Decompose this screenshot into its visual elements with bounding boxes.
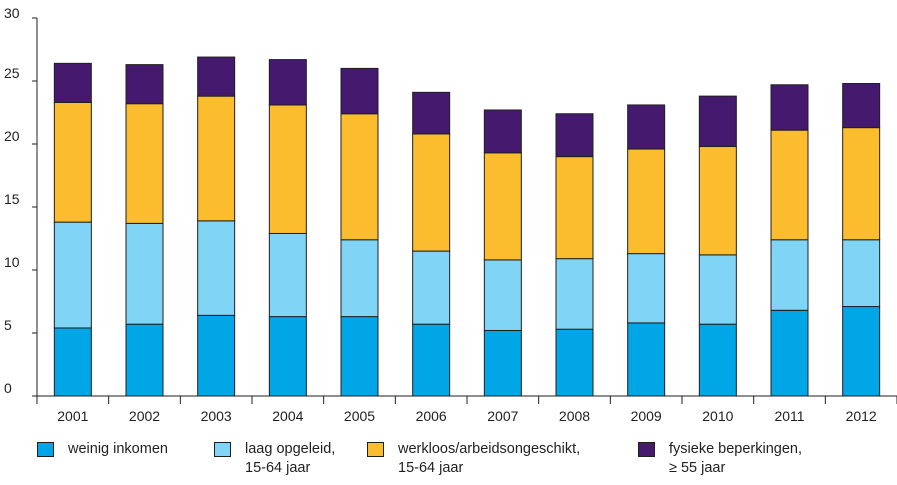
bar-segment-2003-s3: [197, 95, 236, 222]
bar-segment-2008-s4: [555, 113, 594, 158]
bar-segment-2002-s3: [125, 103, 164, 224]
legend-label: laag opgeleid, 15-64 jaar: [245, 440, 335, 478]
bar-segment-2010-s1: [698, 323, 737, 397]
legend-label-line2: ≥ 55 jaar: [669, 460, 726, 476]
legend-swatch-weinig-inkomen: [37, 442, 54, 457]
legend-swatch-fysieke-beperkingen: [638, 442, 655, 457]
bar-segment-2008-s3: [555, 156, 594, 260]
y-tick-label: 25: [4, 65, 20, 81]
bar-segment-2009-s4: [627, 104, 666, 150]
bar-segment-2007-s2: [483, 259, 522, 331]
bar-segment-2001-s4: [53, 62, 92, 103]
bar-stacks: [53, 56, 881, 397]
bar-segment-2007-s3: [483, 152, 522, 261]
x-tick-label: 2007: [487, 408, 518, 424]
bar-segment-2001-s1: [53, 327, 92, 397]
x-tick-label: 2001: [57, 408, 88, 424]
bar-segment-2004-s3: [268, 104, 307, 234]
legend-label-line1: fysieke beperkingen,: [669, 441, 802, 457]
legend-item-werkloos: werkloos/arbeidsongeschikt, 15-64 jaar: [367, 440, 580, 478]
y-axis: 0 5 10 15 20 25 30: [4, 5, 38, 397]
y-tick-label: 10: [4, 254, 20, 270]
bar-segment-2008-s2: [555, 258, 594, 330]
bar-segment-2007-s1: [483, 329, 522, 397]
legend-label-line1: werkloos/arbeidsongeschikt,: [398, 441, 581, 457]
legend-item-laag-opgeleid: laag opgeleid, 15-64 jaar: [214, 440, 335, 478]
y-tick-label: 20: [4, 128, 20, 144]
bar-segment-2003-s2: [197, 220, 236, 316]
bar-segment-2011-s3: [770, 129, 809, 241]
bar-segment-2009-s3: [627, 148, 666, 255]
bar-segment-2010-s2: [698, 254, 737, 325]
x-tick-label: 2008: [559, 408, 590, 424]
x-tick-label: 2012: [846, 408, 877, 424]
bar-segment-2009-s2: [627, 253, 666, 324]
legend-label-line1: weinig inkomen: [68, 441, 168, 457]
x-tick-label: 2011: [774, 408, 804, 424]
y-tick-label: 30: [4, 5, 20, 21]
bar-segment-2003-s4: [197, 56, 236, 97]
bar-segment-2005-s2: [340, 239, 379, 318]
bar-segment-2001-s2: [53, 221, 92, 329]
x-tick-label: 2003: [201, 408, 232, 424]
x-tick-label: 2005: [344, 408, 375, 424]
bar-segment-2004-s2: [268, 232, 307, 318]
bar-segment-2008-s1: [555, 328, 594, 397]
bar-segment-2002-s4: [125, 64, 164, 105]
bar-segment-2012-s1: [842, 306, 881, 397]
bar-segment-2003-s1: [197, 314, 236, 397]
bar-segment-2011-s4: [770, 84, 809, 131]
x-axis: 2001 2002 2003 2004 2005 2006 2007 2008 2009 2010…: [36, 395, 897, 424]
legend-label: werkloos/arbeidsongeschikt, 15-64 jaar: [398, 440, 580, 478]
legend-item-fysieke-beperkingen: fysieke beperkingen, ≥ 55 jaar: [638, 440, 802, 478]
bar-segment-2007-s4: [483, 109, 522, 154]
bar-segment-2005-s3: [340, 113, 379, 241]
x-tick-label: 2010: [702, 408, 733, 424]
y-tick-label: 15: [4, 191, 20, 207]
x-tick-label: 2009: [631, 408, 662, 424]
legend-label-line2: 15-64 jaar: [245, 460, 311, 476]
bar-segment-2010-s3: [698, 146, 737, 256]
legend-label-line1: laag opgeleid,: [245, 441, 336, 457]
bar-segment-2001-s3: [53, 101, 92, 223]
x-tick-label: 2002: [129, 408, 160, 424]
bar-segment-2010-s4: [698, 95, 737, 148]
bar-segment-2006-s2: [412, 250, 451, 325]
legend-item-weinig-inkomen: weinig inkomen: [37, 440, 168, 459]
legend-label: weinig inkomen: [68, 440, 168, 459]
bar-segment-2004-s1: [268, 316, 307, 397]
y-tick-label: 0: [4, 380, 12, 396]
x-tick-label: 2004: [272, 408, 303, 424]
y-tick-label: 5: [4, 317, 12, 333]
bar-segment-2009-s1: [627, 322, 666, 397]
legend-label-line2: 15-64 jaar: [398, 460, 464, 476]
x-tick-label: 2006: [416, 408, 447, 424]
legend: weinig inkomen laag opgeleid, 15-64 jaar…: [0, 440, 897, 485]
bar-segment-2006-s3: [412, 133, 451, 252]
legend-swatch-werkloos: [367, 442, 384, 457]
bar-segment-2002-s2: [125, 222, 164, 325]
bar-segment-2005-s4: [340, 67, 379, 115]
legend-label: fysieke beperkingen, ≥ 55 jaar: [669, 440, 802, 478]
bar-segment-2006-s1: [412, 323, 451, 397]
bar-segment-2006-s4: [412, 91, 451, 135]
bar-segment-2005-s1: [340, 316, 379, 397]
bar-segment-2004-s4: [268, 59, 307, 106]
bar-segment-2011-s1: [770, 309, 809, 397]
bar-segment-2012-s4: [842, 83, 881, 129]
bar-segment-2011-s2: [770, 239, 809, 311]
bar-segment-2012-s2: [842, 239, 881, 308]
bar-segment-2012-s3: [842, 127, 881, 241]
bar-segment-2002-s1: [125, 323, 164, 397]
legend-swatch-laag-opgeleid: [214, 442, 231, 457]
